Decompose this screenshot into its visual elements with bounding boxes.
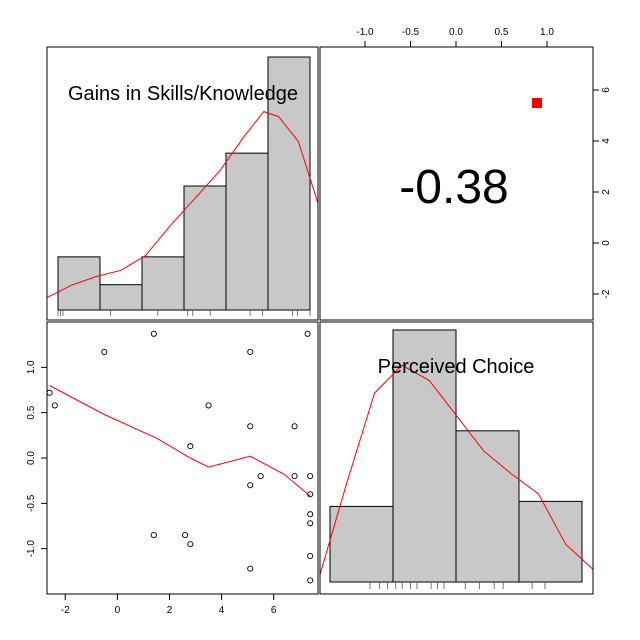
scatter-point xyxy=(187,541,194,548)
scatter-point xyxy=(150,330,157,337)
x-tick-label: -2 xyxy=(61,605,70,616)
x-tick-label: 6 xyxy=(271,605,277,616)
scatter-point xyxy=(150,532,157,539)
scatter-point xyxy=(247,565,254,572)
smooth-line xyxy=(49,385,311,497)
scatter-point xyxy=(291,423,298,430)
histogram-bar xyxy=(329,505,394,583)
panel-border xyxy=(46,321,319,595)
panel-scatter xyxy=(46,330,314,584)
panel-border xyxy=(319,321,594,595)
scatter-point xyxy=(307,473,314,480)
panel-correlation: -0.38 xyxy=(399,98,542,214)
right-tick-label: 2 xyxy=(601,189,612,195)
scatter-point xyxy=(307,552,314,559)
scatter-point xyxy=(101,348,108,355)
scatter-point xyxy=(46,389,53,396)
right-tick-label: 6 xyxy=(601,87,612,93)
right-tick-label: 4 xyxy=(601,138,612,144)
y-tick-label: 1.0 xyxy=(26,360,37,374)
correlation-marker xyxy=(532,98,542,108)
panel-border xyxy=(46,46,319,321)
histogram-bar xyxy=(392,329,457,583)
top-tick-label: -0.5 xyxy=(402,27,420,38)
scatter-point xyxy=(304,330,311,337)
axes: -2 0 2 4 6 -1.0 -0.5 0.0 0.5 1.0 -1.0 -0.5 0.0 0.5 1.0… xyxy=(26,27,612,616)
x-tick-label: 2 xyxy=(167,605,173,616)
histogram-bar xyxy=(518,500,583,583)
scatter-point xyxy=(307,511,314,518)
histogram-bar xyxy=(225,152,269,311)
y-tick-label: -0.5 xyxy=(26,494,37,512)
scatter-point xyxy=(307,520,314,527)
variable-title: Perceived Choice xyxy=(378,356,535,378)
correlation-value: -0.38 xyxy=(399,161,508,214)
scatter-point xyxy=(291,473,298,480)
top-tick-label: -1.0 xyxy=(356,27,374,38)
scatter-point xyxy=(205,402,212,409)
scatter-point xyxy=(247,348,254,355)
top-tick-label: 1.0 xyxy=(540,27,554,38)
scatter-point xyxy=(257,473,264,480)
scatter-point xyxy=(51,402,58,409)
histogram-bar xyxy=(183,185,227,311)
scatter-point xyxy=(187,443,194,450)
x-tick-label: 4 xyxy=(219,605,225,616)
scatter-point xyxy=(182,532,189,539)
scatter-point xyxy=(247,482,254,489)
y-tick-label: 0.5 xyxy=(26,405,37,419)
histogram-bar xyxy=(455,430,520,583)
density-curve xyxy=(319,364,594,575)
histogram-bar xyxy=(57,256,101,311)
scatter-point xyxy=(307,577,314,584)
scatter-point xyxy=(247,423,254,430)
x-tick-label: 0 xyxy=(115,605,121,616)
y-tick-label: -1.0 xyxy=(26,540,37,558)
top-tick-label: 0.0 xyxy=(449,27,463,38)
histogram-bar xyxy=(267,56,311,311)
right-tick-label: -2 xyxy=(601,289,612,298)
panel-gains-histogram: Gains in Skills/Knowledge xyxy=(46,56,319,316)
variable-title: Gains in Skills/Knowledge xyxy=(68,83,298,105)
top-tick-label: 0.5 xyxy=(495,27,509,38)
histogram-bar xyxy=(99,284,143,311)
histogram-bar xyxy=(141,256,185,311)
panel-perceived-histogram: Perceived Choice xyxy=(319,329,594,589)
right-tick-label: 0 xyxy=(601,240,612,246)
density-curve xyxy=(46,111,319,299)
y-tick-label: 0.0 xyxy=(26,451,37,465)
